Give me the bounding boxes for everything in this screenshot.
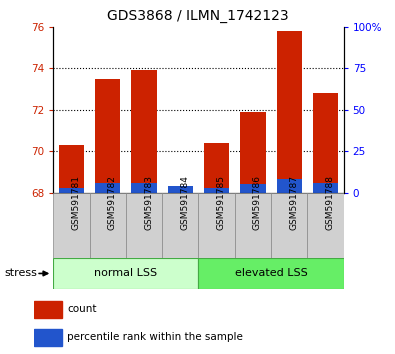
Text: percentile rank within the sample: percentile rank within the sample [67,332,243,342]
Text: elevated LSS: elevated LSS [235,268,307,279]
Bar [276,179,302,193]
Bar [204,143,229,193]
Text: GSM591784: GSM591784 [181,175,189,230]
Bar [132,70,157,193]
Bar [59,145,84,193]
Bar [204,188,229,193]
Bar [235,193,271,258]
Bar [313,183,338,193]
Text: GDS3868 / ILMN_1742123: GDS3868 / ILMN_1742123 [107,9,288,23]
Bar [95,183,120,193]
Text: GSM591786: GSM591786 [253,175,262,230]
Text: GSM591782: GSM591782 [108,175,117,230]
Bar [90,193,126,258]
Bar [95,79,120,193]
Text: GSM591788: GSM591788 [325,175,335,230]
Bar [307,193,344,258]
Bar [34,301,62,318]
Bar [313,93,338,193]
Bar [199,193,235,258]
Text: GSM591783: GSM591783 [144,175,153,230]
Bar [199,258,344,289]
Bar [132,183,157,193]
Text: GSM591785: GSM591785 [216,175,226,230]
Bar [167,185,193,193]
Text: normal LSS: normal LSS [94,268,158,279]
Text: count: count [67,304,97,314]
Bar [59,188,84,193]
Bar [276,31,302,193]
Bar [240,112,265,193]
Bar [271,193,307,258]
Text: stress: stress [4,268,37,279]
Bar [53,193,90,258]
Bar [240,184,265,193]
Bar [53,258,199,289]
Bar [34,329,62,346]
Bar [162,193,199,258]
Text: GSM591781: GSM591781 [71,175,81,230]
Bar [126,193,162,258]
Text: GSM591787: GSM591787 [289,175,298,230]
Bar [167,192,193,193]
